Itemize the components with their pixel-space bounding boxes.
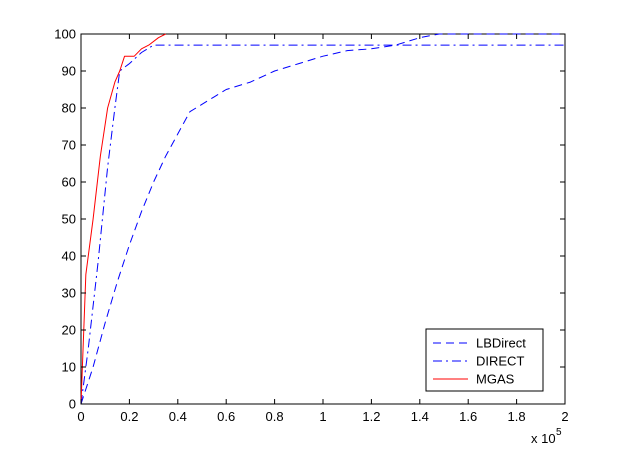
y-tick-label: 70 — [62, 138, 76, 153]
series-line-direct — [80, 44, 565, 405]
y-tick-label: 0 — [69, 397, 76, 412]
y-tick-label: 30 — [62, 286, 76, 301]
axis-layer: 0 0.2 0.4 0.6 0.8 1 1.2 1.4 1.6 1.8 20102030405060… — [54, 27, 568, 447]
legend-label-mgas: MGAS — [476, 372, 515, 387]
x-tick-label: 0.2 — [120, 409, 138, 424]
legend-label-direct: DIRECT — [476, 354, 524, 369]
x-tick-label: 0.4 — [169, 409, 187, 424]
series-layer — [80, 33, 565, 405]
x-tick-label: 0.8 — [266, 409, 284, 424]
y-tick-label: 80 — [62, 101, 76, 116]
x-tick-label: 0 — [77, 409, 84, 424]
x-tick-label: 1 — [319, 409, 326, 424]
y-tick-label: 90 — [62, 64, 76, 79]
y-tick-label: 100 — [54, 27, 76, 42]
x-tick-label: 1.6 — [459, 409, 477, 424]
x-tick-label: 0.6 — [217, 409, 235, 424]
legend-label-lbdirect: LBDirect — [476, 336, 526, 351]
series-line-mgas — [80, 33, 166, 405]
x-tick-label: 2 — [561, 409, 568, 424]
x-exponent-superscript: 5 — [556, 427, 562, 438]
y-tick-label: 50 — [62, 212, 76, 227]
y-tick-label: 10 — [62, 360, 76, 375]
x-tick-label: 1.4 — [411, 409, 429, 424]
x-exponent-label: x 10 — [531, 431, 556, 446]
y-tick-label: 60 — [62, 175, 76, 190]
y-tick-label: 20 — [62, 323, 76, 338]
x-tick-label: 1.8 — [508, 409, 526, 424]
series-line-lbdirect — [80, 33, 565, 405]
legend-box — [425, 328, 544, 392]
y-tick-label: 40 — [62, 249, 76, 264]
legend: LBDirect DIRECT MGAS — [425, 328, 544, 392]
x-tick-label: 1.2 — [362, 409, 380, 424]
